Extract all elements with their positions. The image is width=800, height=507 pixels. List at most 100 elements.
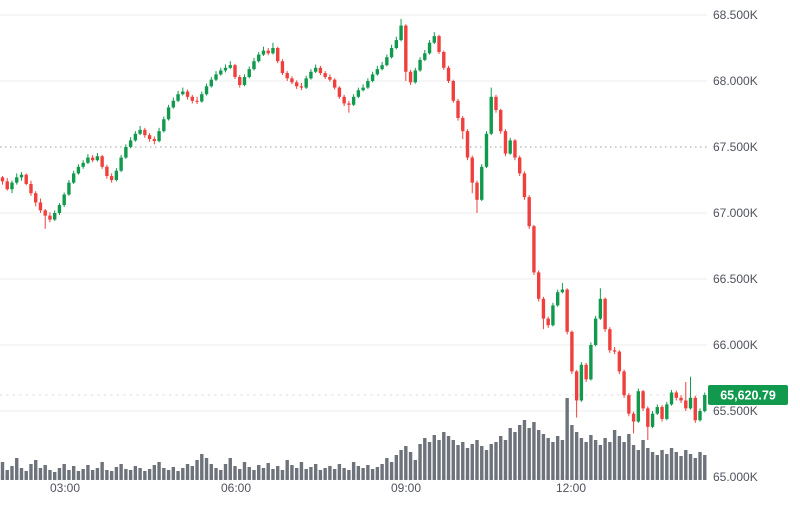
candle-body — [328, 77, 332, 80]
candle-body — [52, 213, 57, 220]
volume-bar — [19, 468, 24, 480]
candle-body — [650, 413, 655, 427]
volume-bar — [698, 452, 702, 480]
candle-body — [214, 74, 218, 80]
volume-bar — [209, 464, 213, 480]
candle-body — [536, 272, 541, 299]
volume-bar — [0, 462, 5, 480]
volume-bar — [328, 466, 332, 480]
candle-body — [266, 50, 270, 54]
chart-plot-area[interactable] — [0, 0, 707, 480]
candle-body — [679, 397, 683, 401]
volume-bar — [536, 430, 541, 480]
volume-bar — [43, 465, 47, 480]
candle-body — [294, 82, 299, 87]
candle-body — [242, 77, 247, 85]
volume-bar — [361, 468, 365, 480]
volume-bar — [375, 467, 380, 480]
time-scale[interactable] — [0, 480, 707, 507]
candle-body — [551, 305, 555, 326]
volume-bar — [518, 425, 522, 480]
candle-body — [361, 87, 365, 91]
candle-body — [508, 140, 512, 154]
volume-bar — [195, 460, 199, 480]
volume-bar — [294, 468, 299, 480]
candle-body — [475, 182, 479, 200]
candle-body — [693, 397, 697, 421]
candle-body — [598, 298, 603, 319]
candle-body — [114, 170, 119, 180]
candle-body — [565, 289, 569, 332]
candle-body — [631, 413, 636, 422]
volume-bar — [494, 442, 498, 480]
volume-bar — [603, 438, 607, 480]
candle-body — [560, 289, 565, 293]
candle-body — [138, 129, 142, 134]
candle-body — [57, 205, 62, 213]
volume-bar — [617, 436, 622, 480]
candle-body — [285, 73, 289, 79]
volume-bar — [95, 468, 100, 480]
candle-body — [5, 181, 9, 190]
candle-body — [351, 96, 356, 105]
candle-body — [646, 408, 650, 427]
volume-bar — [304, 469, 308, 480]
volume-bar — [404, 446, 408, 480]
volume-bar — [185, 464, 190, 480]
candle-body — [684, 400, 688, 409]
candle-body — [366, 81, 370, 88]
x-axis-label: 06:00 — [221, 481, 251, 495]
candle-body — [546, 318, 550, 326]
volume-bar — [157, 462, 161, 480]
volume-bar — [612, 430, 617, 480]
volume-bar — [475, 440, 479, 480]
candle-body — [204, 86, 209, 95]
candle-body — [105, 166, 109, 177]
volume-bar — [176, 471, 180, 480]
y-axis-label: 66.500K — [713, 272, 758, 286]
volume-bar — [276, 466, 280, 480]
volume-bar — [584, 442, 588, 480]
candle-body — [313, 67, 318, 72]
candle-body — [579, 364, 584, 401]
candle-body — [43, 210, 47, 216]
volume-bar — [627, 434, 631, 480]
volume-bar — [631, 445, 636, 480]
volume-bar — [332, 469, 337, 480]
candle-body — [408, 71, 413, 83]
candle-body — [10, 182, 14, 190]
volume-bar — [437, 440, 441, 480]
volume-bar — [574, 432, 579, 480]
volume-bar — [5, 470, 9, 480]
volume-bar — [67, 470, 71, 480]
volume-bar — [427, 442, 432, 480]
candle-body — [669, 392, 674, 405]
volume-bar — [451, 440, 455, 480]
candle-body — [555, 292, 560, 306]
volume-bar — [100, 462, 104, 480]
volume-bar — [399, 450, 403, 480]
volume-bar — [669, 448, 674, 480]
candle-body — [503, 131, 508, 154]
candle-body — [176, 94, 180, 101]
candle-body — [499, 110, 503, 132]
volume-bar — [90, 470, 95, 480]
candle-body — [0, 177, 5, 182]
volume-bar — [57, 468, 62, 480]
candle-body — [181, 91, 185, 95]
candle-body — [200, 94, 204, 102]
volume-bar — [418, 444, 422, 480]
volume-bar — [598, 445, 603, 480]
candle-body — [665, 404, 669, 419]
volume-bar — [105, 470, 109, 480]
candle-body — [484, 133, 489, 167]
candle-body — [76, 166, 81, 174]
volume-bar — [29, 464, 33, 480]
volume-bar — [119, 464, 123, 480]
price-scale[interactable] — [707, 0, 800, 480]
x-axis-label: 03:00 — [50, 481, 80, 495]
volume-bar — [15, 458, 19, 480]
candle-body — [418, 59, 422, 71]
candle-body — [612, 350, 617, 352]
candle-body — [456, 100, 460, 118]
